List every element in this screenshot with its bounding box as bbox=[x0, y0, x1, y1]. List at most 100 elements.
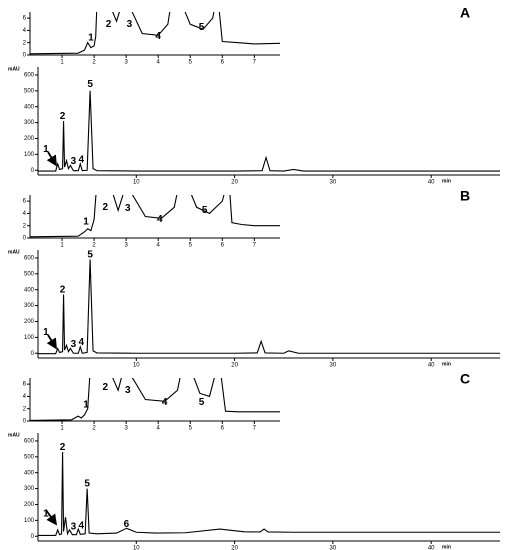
panel-label: C bbox=[460, 371, 470, 387]
x-tick-label: 30 bbox=[330, 363, 337, 369]
x-axis-label: min bbox=[442, 361, 451, 367]
y-tick-label: 600 bbox=[24, 256, 35, 262]
inset-chart: 0 2 4 6 1 2 3 4 5 6 7 C 1 2 3 4 5 bbox=[23, 371, 470, 432]
peak-label: 1 bbox=[83, 217, 89, 228]
x-tick-label: 4 bbox=[157, 426, 161, 432]
y-tick-label: 300 bbox=[24, 486, 35, 492]
peak-label: 1 bbox=[43, 327, 49, 338]
panel-label: A bbox=[460, 5, 470, 21]
x-tick-label: 2 bbox=[92, 243, 96, 249]
x-tick-label: 40 bbox=[428, 363, 435, 369]
x-tick-label: 5 bbox=[189, 243, 193, 249]
y-tick-label: 6 bbox=[23, 382, 27, 388]
y-tick-label: 400 bbox=[24, 470, 35, 476]
peak-label: 2 bbox=[106, 19, 112, 30]
peak-label: 3 bbox=[125, 385, 131, 396]
peak-label: 5 bbox=[84, 478, 90, 489]
y-tick-label: 100 bbox=[24, 335, 35, 341]
peak-label: 2 bbox=[60, 442, 66, 453]
x-tick-label: 6 bbox=[221, 243, 225, 249]
trace bbox=[38, 452, 500, 536]
peak-label: 3 bbox=[127, 19, 133, 30]
x-tick-label: 1 bbox=[60, 426, 64, 432]
peak-label: 2 bbox=[60, 111, 66, 122]
main-chart: 0 100 200 300 400 500 600 10 20 30 40 mAU min 1 2 3 4 5 bbox=[8, 66, 500, 186]
y-tick-label: 0 bbox=[23, 53, 27, 59]
y-tick-label: 500 bbox=[24, 454, 35, 460]
peak-label: 6 bbox=[124, 519, 130, 530]
y-tick-label: 300 bbox=[24, 303, 35, 309]
peak-label: 4 bbox=[78, 521, 84, 532]
peak-label: 1 bbox=[88, 32, 94, 43]
main-chart: 0 100 200 300 400 500 600 10 20 30 40 mAU min 1 2 3 4 5 bbox=[8, 249, 500, 369]
peak-label: 4 bbox=[162, 397, 168, 408]
y-tick-label: 4 bbox=[23, 394, 27, 400]
x-tick-label: 7 bbox=[253, 426, 257, 432]
x-tick-label: 30 bbox=[330, 180, 337, 186]
y-tick-label: 200 bbox=[24, 136, 35, 142]
trace bbox=[30, 378, 280, 421]
y-tick-label: 200 bbox=[24, 319, 35, 325]
peak-label: 4 bbox=[78, 337, 84, 348]
y-axis-label: mAU bbox=[8, 66, 20, 72]
x-axis-label: min bbox=[442, 178, 451, 184]
trace bbox=[38, 259, 500, 355]
peak-label: 1 bbox=[43, 509, 49, 520]
arrow bbox=[46, 334, 57, 350]
peak-label: 2 bbox=[103, 382, 109, 393]
x-tick-label: 40 bbox=[428, 180, 435, 186]
arrows bbox=[45, 151, 58, 526]
x-axis-label: min bbox=[442, 544, 451, 550]
y-tick-label: 0 bbox=[31, 351, 35, 357]
x-tick-label: 2 bbox=[92, 60, 96, 66]
trace bbox=[38, 90, 500, 172]
inset-chart: 0 2 4 6 1 2 3 4 5 6 7 B 1 2 3 4 5 bbox=[23, 188, 470, 249]
peak-label: 5 bbox=[202, 205, 208, 216]
x-tick-label: 20 bbox=[231, 546, 238, 550]
y-tick-label: 500 bbox=[24, 271, 35, 277]
inset-chart: 0 2 4 6 1 2 3 4 5 6 7 A 1 2 3 4 5 bbox=[23, 5, 470, 66]
peak-label: 4 bbox=[78, 155, 84, 166]
arrow bbox=[45, 509, 58, 526]
x-tick-label: 2 bbox=[92, 426, 96, 432]
peak-label: 3 bbox=[125, 203, 131, 214]
x-tick-label: 6 bbox=[221, 426, 225, 432]
y-tick-label: 0 bbox=[31, 534, 35, 540]
y-axis-label: mAU bbox=[8, 432, 20, 438]
peak-label: 1 bbox=[43, 144, 49, 155]
x-tick-label: 20 bbox=[231, 180, 238, 186]
y-tick-label: 6 bbox=[23, 16, 27, 22]
y-tick-label: 2 bbox=[23, 40, 27, 46]
y-tick-label: 4 bbox=[23, 211, 27, 217]
x-tick-label: 4 bbox=[157, 60, 161, 66]
y-tick-label: 0 bbox=[31, 168, 35, 174]
peak-label: 4 bbox=[157, 214, 163, 225]
x-tick-label: 5 bbox=[189, 426, 193, 432]
x-tick-label: 20 bbox=[231, 363, 238, 369]
x-tick-label: 3 bbox=[124, 60, 128, 66]
panel-label: B bbox=[460, 188, 470, 204]
peak-label: 5 bbox=[87, 249, 93, 260]
x-tick-label: 7 bbox=[253, 243, 257, 249]
peak-label: 5 bbox=[199, 22, 205, 33]
x-tick-label: 40 bbox=[428, 546, 435, 550]
y-tick-label: 300 bbox=[24, 120, 35, 126]
trace bbox=[30, 12, 280, 55]
peak-label: 5 bbox=[199, 397, 205, 408]
y-axis-label: mAU bbox=[8, 249, 20, 255]
y-tick-label: 2 bbox=[23, 406, 27, 412]
x-tick-label: 4 bbox=[157, 243, 161, 249]
x-tick-label: 3 bbox=[124, 426, 128, 432]
x-tick-label: 30 bbox=[330, 546, 337, 550]
x-tick-label: 1 bbox=[60, 243, 64, 249]
peak-label: 3 bbox=[71, 521, 77, 532]
trace bbox=[30, 195, 280, 238]
x-tick-label: 5 bbox=[189, 60, 193, 66]
peak-label: 2 bbox=[103, 202, 109, 213]
peak-label: 2 bbox=[60, 284, 66, 295]
x-tick-label: 10 bbox=[133, 546, 140, 550]
y-tick-label: 100 bbox=[24, 152, 35, 158]
peak-label: 1 bbox=[83, 400, 89, 411]
x-tick-label: 10 bbox=[133, 363, 140, 369]
